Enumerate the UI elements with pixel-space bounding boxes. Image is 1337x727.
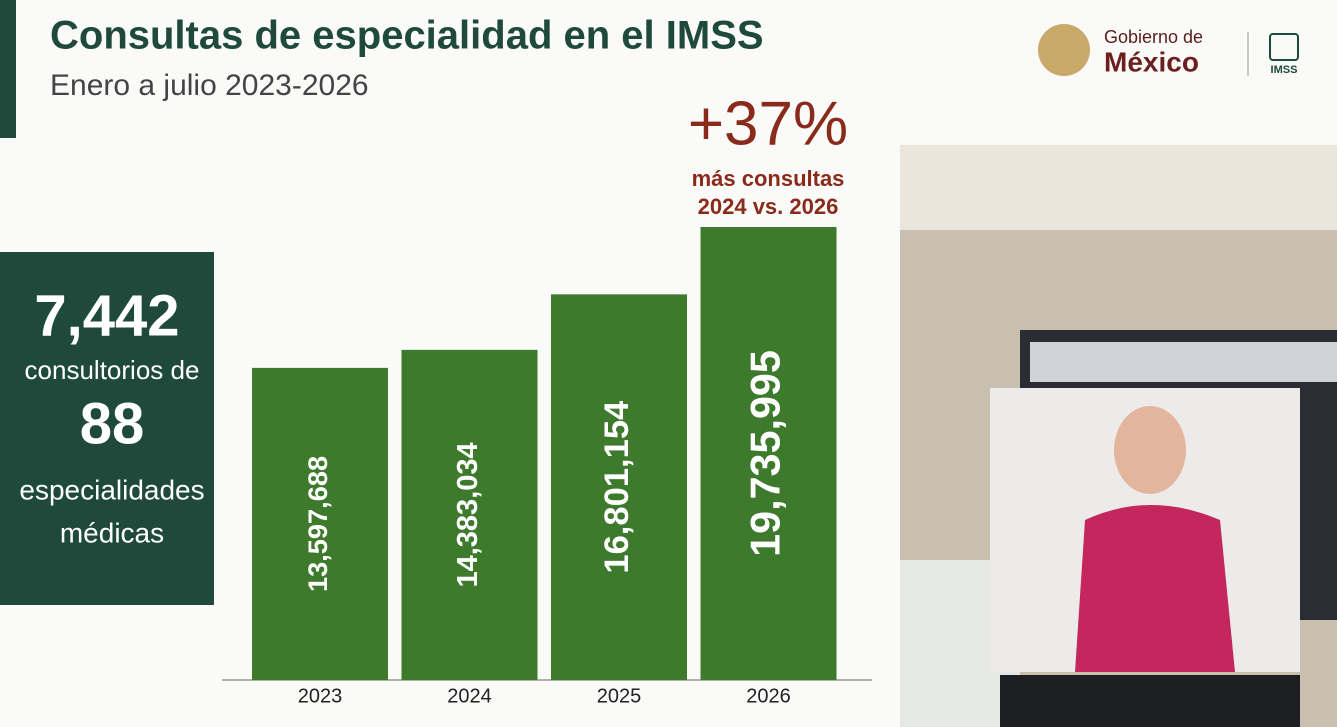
annotation-big: +37% (688, 89, 848, 158)
x-tick-label: 2025 (597, 685, 642, 707)
chart-subtitle: Enero a julio 2023-2026 (50, 69, 369, 102)
value-label: 13,597,688 (302, 456, 333, 592)
chart-title: Consultas de especialidad en el IMSS (50, 14, 764, 58)
imss-icon (1269, 33, 1299, 61)
bar (551, 294, 687, 680)
interpreter-head (1114, 406, 1186, 494)
video-screen (1030, 342, 1337, 382)
value-label: 14,383,034 (452, 442, 484, 587)
interpreter-body (1075, 505, 1235, 672)
video-keyboard (1000, 675, 1300, 727)
imss-label: IMSS (1271, 64, 1298, 76)
bar (252, 367, 388, 680)
annotation: 2024 vs. 2026 (698, 194, 839, 219)
panel-number: 7,442 (34, 283, 179, 348)
accent-strip (0, 0, 16, 138)
logo-line2: México (1104, 46, 1199, 77)
logo-line1: Gobierno de (1104, 27, 1203, 47)
bar (401, 349, 538, 680)
video-ceiling (900, 145, 1337, 230)
panel-text: consultorios de (25, 355, 200, 385)
info-panel (0, 252, 214, 605)
video-feed (900, 145, 1337, 727)
annotation: más consultas (692, 166, 845, 191)
x-tick-label: 2024 (447, 685, 492, 707)
x-tick-label: 2026 (746, 685, 791, 707)
emblem (1038, 24, 1090, 76)
value-label: 16,801,154 (598, 400, 636, 574)
x-tick-label: 2023 (298, 685, 343, 707)
bar (700, 227, 837, 680)
value-label: 19,735,995 (742, 350, 788, 557)
panel-text: especialidades (19, 474, 204, 505)
panel-number: 88 (80, 391, 145, 456)
panel-text: médicas (60, 517, 164, 548)
